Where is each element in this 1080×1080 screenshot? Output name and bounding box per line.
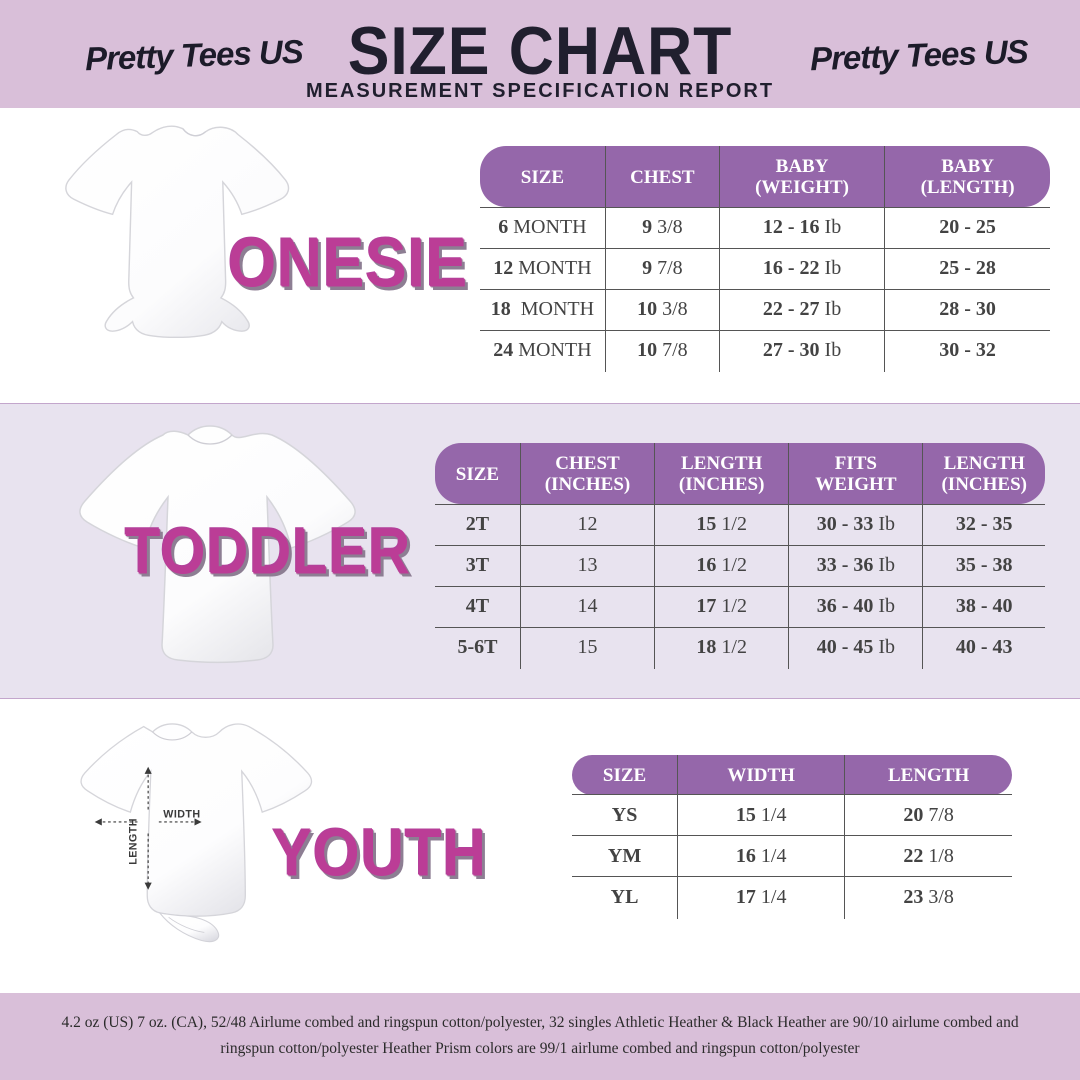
svg-text:LENGTH: LENGTH: [128, 818, 140, 865]
svg-text:WIDTH: WIDTH: [163, 809, 200, 821]
